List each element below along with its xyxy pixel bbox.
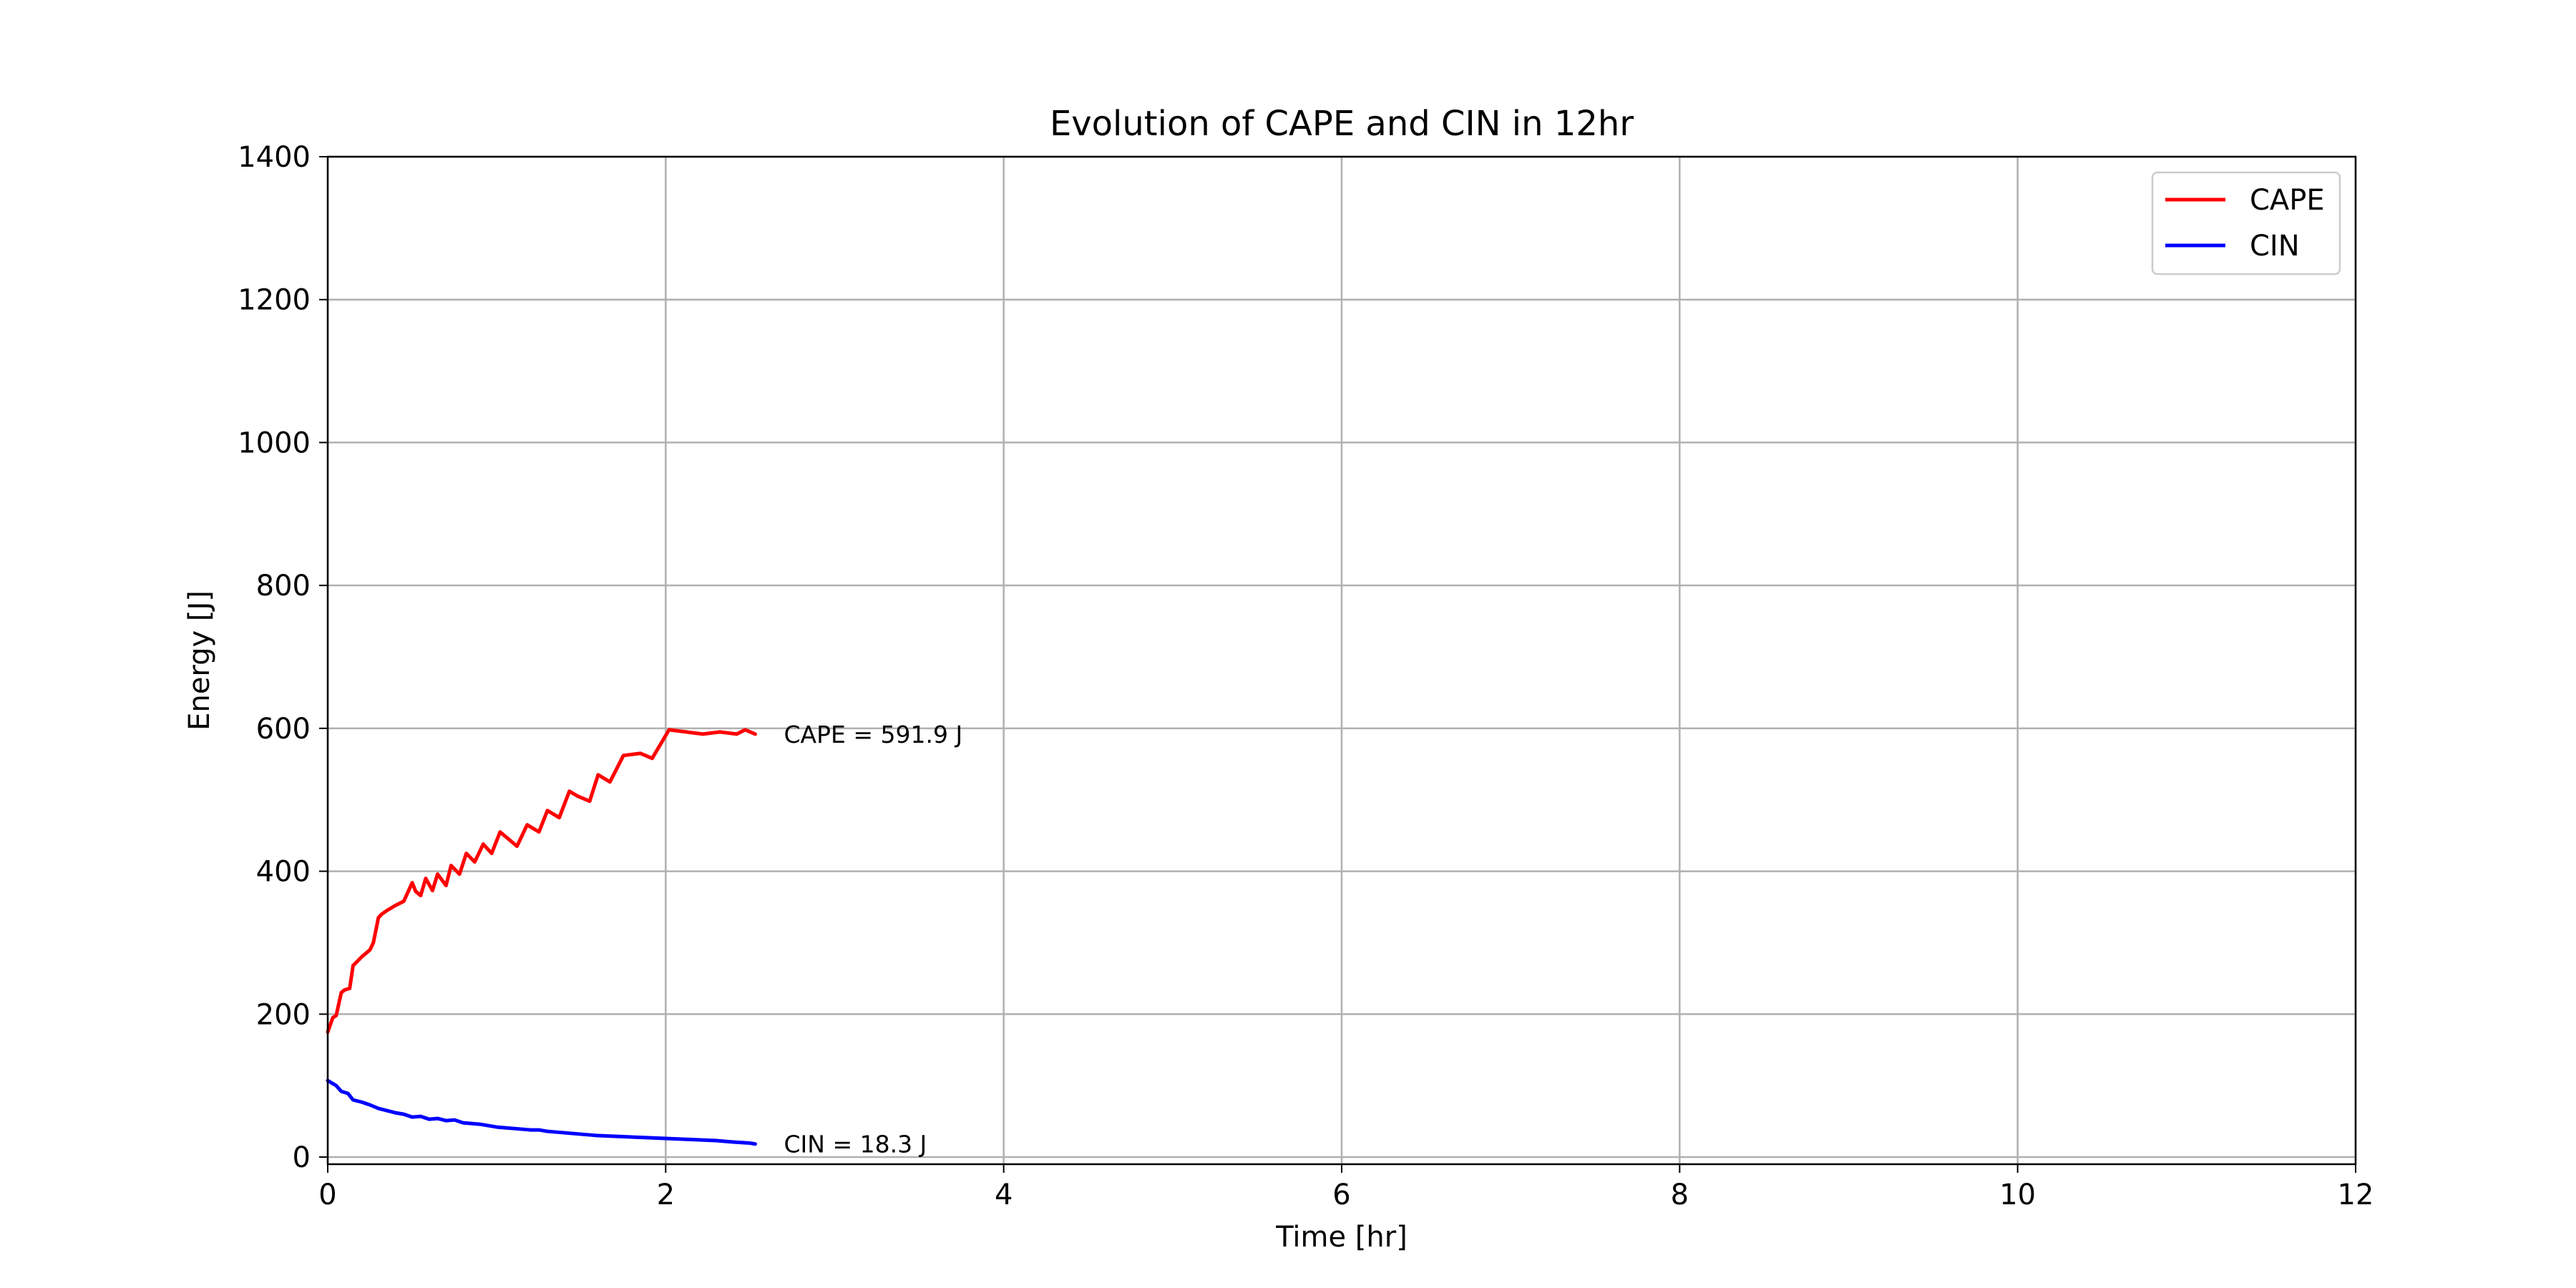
y-axis-label: Energy [J] [183, 590, 216, 731]
legend: CAPE CIN [2151, 171, 2341, 275]
y-tick-label: 1000 [238, 426, 311, 459]
y-tick-label: 0 [293, 1141, 311, 1174]
x-tick-label: 12 [2338, 1179, 2374, 1211]
y-tick-label: 600 [256, 713, 311, 746]
x-tick-label: 6 [1332, 1179, 1350, 1211]
series-layer [326, 728, 758, 1146]
annotation-cape: CAPE = 591.9 J [784, 721, 963, 748]
y-tick-label: 1400 [238, 141, 311, 174]
x-tick-label: 10 [1999, 1179, 2036, 1211]
x-tick-label: 8 [1671, 1179, 1689, 1211]
legend-label-cape: CAPE [2250, 184, 2325, 217]
series-line-cape [326, 728, 758, 1034]
annotations: CAPE = 591.9 J CIN = 18.3 J [784, 721, 963, 1158]
series-line-cin [326, 1078, 758, 1146]
y-tick-label: 400 [256, 856, 311, 889]
x-tick-label: 0 [318, 1179, 336, 1211]
x-axis-label: Time [hr] [1275, 1221, 1407, 1254]
annotation-cin: CIN = 18.3 J [784, 1131, 927, 1158]
chart-title: Evolution of CAPE and CIN in 12hr [1050, 104, 1634, 144]
axis-ticks: 0 2 4 6 8 10 12 0 200 400 600 800 1000 1200 1400 [238, 141, 2373, 1211]
y-tick-label: 200 [256, 998, 311, 1031]
x-tick-label: 4 [995, 1179, 1013, 1211]
y-tick-label: 800 [256, 570, 311, 602]
y-tick-label: 1200 [238, 284, 311, 317]
x-tick-label: 2 [657, 1179, 675, 1211]
legend-label-cin: CIN [2250, 230, 2300, 263]
